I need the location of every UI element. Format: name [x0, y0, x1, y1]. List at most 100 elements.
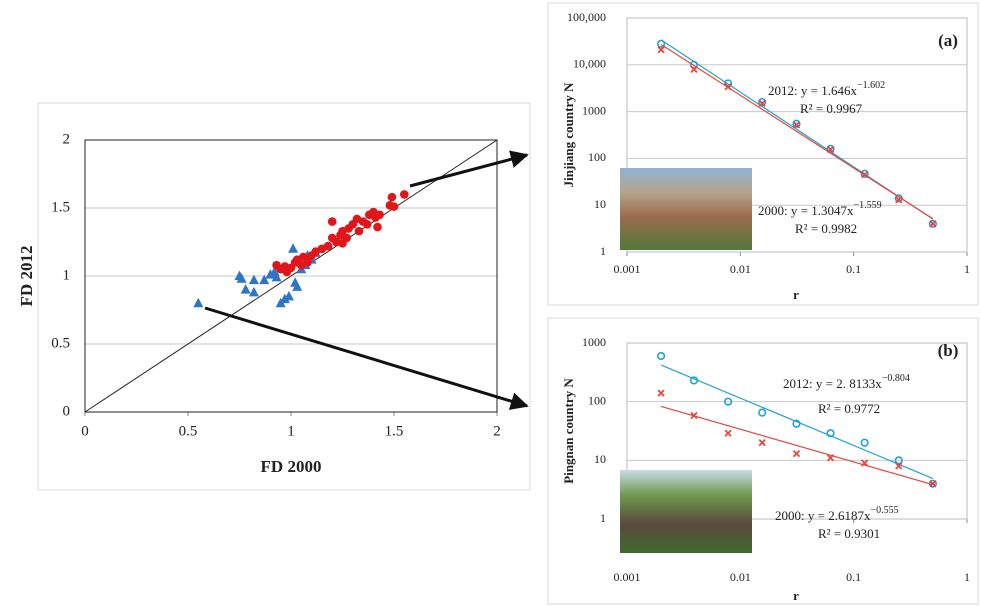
y-axis-title: Pingnan country N — [561, 378, 576, 484]
panel-frame — [37, 102, 531, 491]
point — [354, 226, 364, 236]
y-tick-label: 2 — [63, 131, 71, 147]
x-tick-label: 0.001 — [614, 570, 641, 584]
chart-fd: 0 0.5 1 1.5 2 0 0.5 1 1.5 2 FD 2000 FD 2012 — [17, 131, 501, 475]
point — [724, 397, 733, 406]
y-tick-label: 0 — [63, 403, 71, 419]
plot-frame — [626, 17, 968, 253]
chart-a: 1 10 100 1000 10,000 100,000 0.001 0.01 0.1 1 r Jin… — [561, 10, 970, 302]
point — [240, 284, 251, 294]
point — [860, 169, 869, 178]
point — [826, 454, 835, 462]
photo — [620, 470, 752, 553]
panel-label: (a) — [938, 31, 958, 50]
point — [657, 46, 665, 54]
x-tick-label: 1.5 — [385, 423, 404, 439]
point — [758, 97, 767, 107]
reference-line — [84, 139, 498, 413]
x-axis-title: FD 2000 — [261, 457, 322, 476]
exponent: −1.602 — [857, 80, 885, 91]
point — [271, 271, 282, 282]
arrow — [409, 150, 529, 188]
x-tick-label: 1 — [964, 570, 970, 584]
point — [758, 99, 766, 107]
point — [323, 241, 333, 251]
annotation: R² = 0.9301 — [818, 526, 880, 541]
point — [400, 190, 409, 199]
x-tick-label: 1 — [964, 262, 970, 276]
trend-line — [660, 364, 934, 480]
x-tick-label: 0 — [81, 423, 89, 439]
exponent: −1.559 — [853, 200, 881, 211]
point — [690, 65, 698, 73]
point — [792, 419, 801, 428]
y-tick-label: 100,000 — [567, 10, 606, 24]
annotation: R² = 0.9772 — [818, 401, 880, 416]
y-tick-label: 10 — [594, 197, 606, 211]
point — [758, 439, 766, 447]
trend-line — [660, 405, 934, 486]
point — [362, 220, 372, 229]
photo — [620, 168, 752, 250]
point — [389, 202, 399, 211]
panel-label: (b) — [938, 341, 959, 360]
point — [248, 274, 259, 285]
point — [690, 411, 698, 420]
equation: 2012: y = 1.646x — [768, 83, 857, 98]
y-tick-label: 10 — [594, 452, 606, 466]
point — [338, 239, 347, 248]
x-axis-title: r — [793, 287, 799, 302]
point — [657, 351, 666, 361]
point — [259, 274, 270, 285]
point — [929, 220, 937, 228]
exponent: −0.555 — [870, 505, 898, 516]
equation: 2012: y = 2. 8133x — [783, 376, 882, 391]
panel-frame — [547, 317, 979, 605]
x-tick-label: 0.001 — [614, 262, 641, 276]
trend-line — [660, 43, 934, 220]
y-tick-label: 100 — [588, 150, 606, 164]
point — [327, 217, 337, 226]
equation: 2000: y = 1.3047x — [758, 203, 854, 218]
chart-b: 1 10 100 1000 0.001 0.01 0.1 1 r Pingnan country … — [561, 335, 970, 603]
point — [303, 258, 312, 267]
plot-frame — [84, 139, 498, 413]
point — [826, 144, 835, 153]
point — [792, 119, 801, 128]
point — [928, 219, 937, 228]
x-tick-label: 0.1 — [846, 262, 861, 276]
point — [895, 196, 903, 204]
point — [826, 429, 835, 438]
panel-frame — [547, 2, 979, 306]
plot-frame — [626, 342, 968, 520]
y-axis-title: FD 2012 — [17, 246, 36, 307]
point — [894, 456, 903, 465]
point — [288, 243, 299, 253]
y-tick-label: 1 — [63, 267, 71, 283]
point — [279, 293, 290, 304]
point — [861, 170, 869, 179]
annotation: 2012: y = 1.646x−1.602 — [768, 80, 885, 98]
point — [265, 269, 276, 279]
x-tick-label: 2 — [493, 423, 501, 439]
point — [283, 290, 294, 301]
y-tick-label: 1000 — [582, 103, 606, 117]
x-tick-label: 1 — [287, 423, 295, 439]
annotation: R² = 0.9982 — [795, 221, 857, 236]
point — [236, 273, 247, 283]
point — [826, 145, 835, 154]
x-axis-title: r — [793, 588, 799, 603]
y-tick-label: 1.5 — [51, 199, 70, 215]
x-tick-label: 0.01 — [730, 262, 751, 276]
y-axis-title: Jinjiang country N — [561, 82, 576, 187]
point — [895, 462, 903, 470]
annotation: 2012: y = 2. 8133x−0.804 — [783, 373, 910, 391]
equation: 2000: y = 2.6187x — [775, 508, 871, 523]
arrow — [204, 306, 529, 410]
point — [724, 83, 732, 91]
point — [792, 121, 801, 129]
point — [657, 389, 665, 397]
point — [689, 376, 699, 385]
